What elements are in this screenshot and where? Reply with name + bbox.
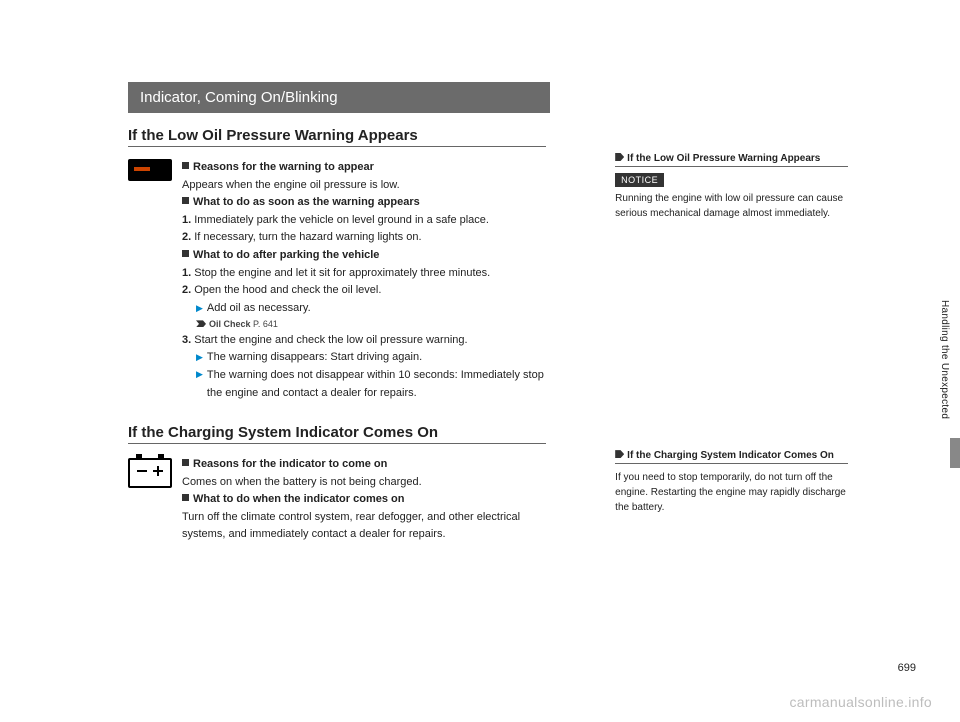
section2-sidebar: If the Charging System Indicator Comes O… (615, 450, 848, 544)
sidebar-arrow-icon (615, 153, 624, 161)
section1-title: If the Low Oil Pressure Warning Appears (128, 127, 546, 147)
xref-icon (196, 320, 206, 327)
section2-title: If the Charging System Indicator Comes O… (128, 424, 546, 444)
section2-body: Reasons for the indicator to come on Com… (182, 456, 559, 544)
page-number: 699 (898, 662, 916, 674)
page-content: Indicator, Coming On/Blinking If the Low… (128, 82, 848, 544)
section1-sidebar: If the Low Oil Pressure Warning Appears … (615, 153, 848, 402)
battery-icon (128, 456, 172, 544)
section1-main: Reasons for the warning to appear Appear… (128, 153, 559, 402)
chapter-banner: Indicator, Coming On/Blinking (128, 82, 550, 113)
section1-body: Reasons for the warning to appear Appear… (182, 159, 559, 402)
thumb-tab (950, 438, 960, 468)
notice-badge: NOTICE (615, 173, 664, 187)
sidebar-arrow-icon (615, 450, 624, 458)
chapter-tab-label: Handling the Unexpected (939, 300, 950, 419)
section2-columns: Reasons for the indicator to come on Com… (128, 450, 848, 544)
section1-columns: Reasons for the warning to appear Appear… (128, 153, 848, 402)
watermark: carmanualsonline.info (790, 694, 933, 710)
oil-warning-icon (128, 159, 172, 402)
section2-main: Reasons for the indicator to come on Com… (128, 450, 559, 544)
